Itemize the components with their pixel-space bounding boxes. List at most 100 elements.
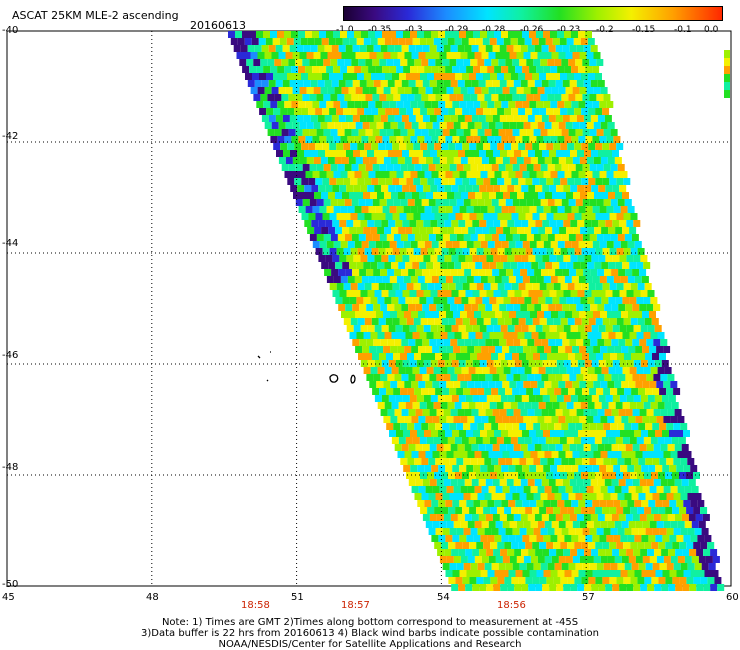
swath-cell	[434, 108, 442, 115]
swath-cell	[662, 430, 669, 437]
swath-cell	[381, 290, 389, 297]
swath-cell	[386, 423, 394, 430]
swath-cell	[401, 374, 409, 381]
swath-cell	[608, 437, 616, 444]
swath-cell	[493, 220, 501, 227]
swath-cell	[553, 318, 561, 325]
swath-cell	[590, 444, 598, 451]
swath-cell	[240, 45, 248, 52]
swath-cell	[630, 507, 638, 514]
swath-cell	[374, 255, 382, 262]
swath-cell	[431, 101, 439, 108]
swath-cell	[630, 472, 637, 479]
swath-cell	[379, 353, 386, 360]
swath-cell	[516, 451, 524, 458]
swath-cell	[505, 528, 513, 535]
swath-cell	[388, 150, 395, 157]
swath-cell	[669, 465, 677, 472]
swath-cell	[400, 353, 407, 360]
swath-cell	[533, 458, 541, 465]
swath-cell	[481, 521, 489, 528]
swath-cell	[465, 360, 473, 367]
swath-cell	[512, 528, 520, 535]
swath-cell	[455, 318, 463, 325]
swath-cell	[531, 262, 539, 269]
swath-cell	[447, 297, 455, 304]
swath-cell	[564, 430, 571, 437]
swath-cell	[519, 234, 527, 241]
swath-cell	[532, 178, 540, 185]
swath-cell	[543, 206, 551, 213]
swath-cell	[501, 570, 509, 577]
swath-cell	[363, 262, 371, 269]
swath-cell	[465, 325, 473, 332]
swath-cell	[615, 402, 623, 409]
swath-cell	[625, 374, 633, 381]
swath-cell	[520, 304, 528, 311]
swath-cell	[611, 339, 619, 346]
swath-cell	[357, 73, 364, 80]
swath-cell	[421, 199, 429, 206]
swath-cell	[418, 381, 426, 388]
swath-cell	[586, 521, 594, 528]
swath-cell	[427, 108, 435, 115]
swath-cell	[377, 192, 384, 199]
swath-cell	[343, 108, 351, 115]
swath-cell	[591, 150, 598, 157]
swath-cell	[544, 451, 552, 458]
swath-cell	[539, 248, 547, 255]
swath-cell	[463, 353, 470, 360]
swath-cell	[635, 451, 643, 458]
swath-cell	[357, 143, 365, 150]
swath-cell	[537, 87, 545, 94]
swath-cell	[583, 409, 591, 416]
swath-cell	[510, 437, 518, 444]
swath-cell	[614, 416, 622, 423]
swath-cell	[247, 45, 255, 52]
swath-cell	[444, 185, 452, 192]
swath-cell	[663, 346, 671, 353]
swath-cell	[575, 164, 583, 171]
swath-cell	[438, 430, 445, 437]
swath-cell	[435, 388, 443, 395]
swath-cell	[487, 136, 495, 143]
swath-cell	[429, 514, 437, 521]
swath-cell	[577, 325, 585, 332]
swath-cell	[495, 157, 503, 164]
swath-cell	[657, 367, 665, 374]
swath-cell	[630, 577, 638, 584]
swath-cell	[338, 304, 346, 311]
swath-cell	[652, 353, 659, 360]
swath-cell	[326, 31, 333, 38]
swath-cell	[490, 73, 497, 80]
swath-cell	[684, 451, 692, 458]
swath-cell	[336, 248, 344, 255]
swath-cell	[667, 514, 675, 521]
swath-cell	[428, 234, 436, 241]
swath-cell	[510, 332, 518, 339]
swath-cell	[717, 584, 725, 591]
swath-cell	[277, 31, 284, 38]
swath-cell	[462, 248, 470, 255]
swath-cell	[368, 136, 376, 143]
swath-cell	[484, 493, 492, 500]
swath-cell	[566, 227, 574, 234]
swath-cell	[710, 549, 718, 556]
swath-cell	[329, 213, 337, 220]
swath-cell	[707, 542, 715, 549]
swath-cell	[600, 556, 608, 563]
swath-cell	[557, 570, 565, 577]
swath-cell	[487, 66, 495, 73]
swath-cell	[395, 150, 402, 157]
swath-cell	[618, 444, 626, 451]
swath-cell	[515, 465, 523, 472]
swath-cell	[533, 493, 541, 500]
swath-cell	[493, 325, 501, 332]
swath-cell	[486, 584, 494, 591]
swath-cell	[461, 192, 468, 199]
swath-cell	[350, 143, 358, 150]
swath-cell	[564, 136, 572, 143]
swath-cell	[506, 374, 514, 381]
swath-cell	[438, 31, 445, 38]
swath-cell	[466, 101, 474, 108]
